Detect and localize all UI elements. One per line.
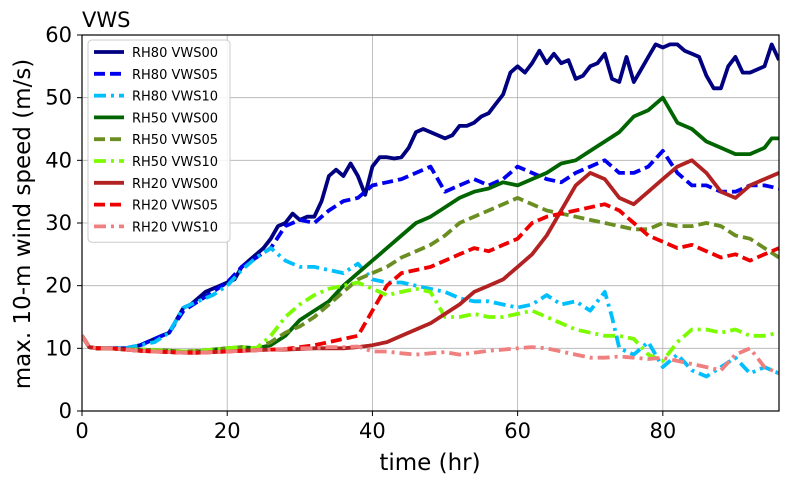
series-lines <box>82 42 779 379</box>
y-tick-label: 40 <box>45 148 72 172</box>
series-line-9 <box>82 334 779 376</box>
series-line-5 <box>82 195 779 354</box>
legend-label: RH20 VWS00 <box>132 177 218 192</box>
y-tick-label: 30 <box>45 211 72 235</box>
series-line-2 <box>82 148 779 351</box>
chart-title: VWS <box>82 8 130 32</box>
y-tick-label: 50 <box>45 86 72 110</box>
x-tick-label: 20 <box>214 419 241 443</box>
legend-box <box>87 39 231 243</box>
x-axis-label: time (hr) <box>379 450 480 476</box>
y-axis-label: max. 10-m wind speed (m/s) <box>10 59 36 390</box>
y-tick-label: 0 <box>59 399 72 423</box>
legend-label: RH80 VWS00 <box>132 46 218 61</box>
x-tick-label: 0 <box>75 419 88 443</box>
legend-label: RH80 VWS05 <box>132 68 218 83</box>
y-tick-label: 20 <box>45 274 72 298</box>
legend-label: RH20 VWS10 <box>132 220 218 235</box>
y-tick-label: 10 <box>45 336 72 360</box>
x-tick-label: 40 <box>359 419 386 443</box>
legend-label: RH20 VWS05 <box>132 199 218 214</box>
x-tick-label: 80 <box>649 419 676 443</box>
legend-label: RH50 VWS10 <box>132 155 218 170</box>
x-tick-label: 60 <box>504 419 531 443</box>
series-line-8 <box>82 202 779 355</box>
axis-ticks: 0 20 40 60 80 0 10 20 30 40 50 60 <box>45 23 676 443</box>
legend-label: RH50 VWS00 <box>132 111 218 126</box>
legend-label: RH50 VWS05 <box>132 133 218 148</box>
legend: RH80 VWS00 RH80 VWS05 RH80 VWS10 RH50 VWS00… <box>87 39 231 243</box>
legend-label: RH80 VWS10 <box>132 90 218 105</box>
y-tick-label: 60 <box>45 23 72 47</box>
